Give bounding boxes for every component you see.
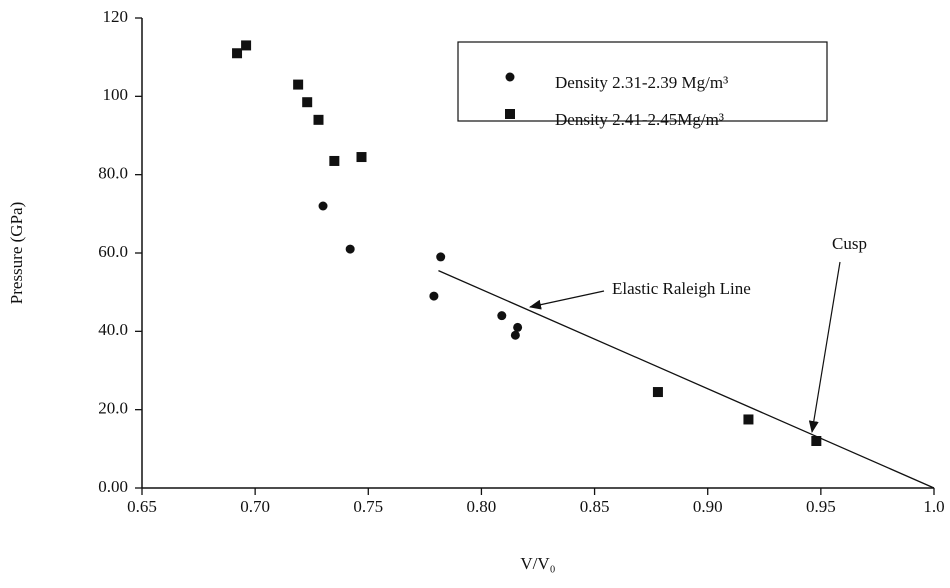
- point: [436, 252, 446, 262]
- x-axis-label: V/V₀: [520, 554, 555, 573]
- point: [302, 97, 313, 108]
- y-tick-label: 60.0: [98, 242, 128, 261]
- legend-box: [457, 41, 828, 122]
- annotation: Cusp: [832, 234, 867, 253]
- x-tick-label: 0.85: [580, 497, 610, 516]
- annotation-arrow: [529, 290, 605, 310]
- y-axis-label: Pressure (GPa): [7, 202, 26, 304]
- legend-symbol: [505, 72, 515, 82]
- annotation: Elastic Raleigh Line: [612, 279, 751, 298]
- legend-label: Density 2.31-2.39 Mg/m³: [555, 73, 728, 92]
- x-tick-label: 1.0: [923, 497, 944, 516]
- point: [429, 291, 439, 301]
- y-tick-label: 0.00: [98, 477, 128, 496]
- y-tick-label: 80.0: [98, 164, 128, 183]
- point: [811, 436, 822, 446]
- legend-label: Density 2.41-2.45Mg/m³: [555, 110, 724, 129]
- x-tick-label: 0.70: [240, 497, 270, 516]
- point: [232, 48, 243, 59]
- point: [743, 414, 754, 425]
- x-tick-label: 0.75: [353, 497, 383, 516]
- annotation-arrow: [808, 261, 841, 433]
- fit-line: [438, 270, 935, 489]
- y-tick-label: 20.0: [98, 399, 128, 418]
- point: [345, 244, 355, 254]
- point: [293, 79, 304, 90]
- y-tick-label: 40.0: [98, 320, 128, 339]
- x-tick-label: 0.90: [693, 497, 723, 516]
- x-tick-label: 0.80: [467, 497, 497, 516]
- point: [329, 155, 340, 166]
- point: [356, 152, 367, 163]
- y-tick-label: 120: [103, 7, 129, 26]
- point: [241, 40, 252, 51]
- point: [497, 311, 507, 321]
- x-tick-label: 0.65: [127, 497, 157, 516]
- point: [510, 330, 520, 340]
- point: [652, 387, 663, 398]
- point: [513, 322, 523, 332]
- legend-symbol: [505, 109, 515, 119]
- x-tick-label: 0.95: [806, 497, 836, 516]
- y-tick-label: 100: [103, 85, 129, 104]
- point: [313, 114, 324, 125]
- point: [318, 201, 328, 211]
